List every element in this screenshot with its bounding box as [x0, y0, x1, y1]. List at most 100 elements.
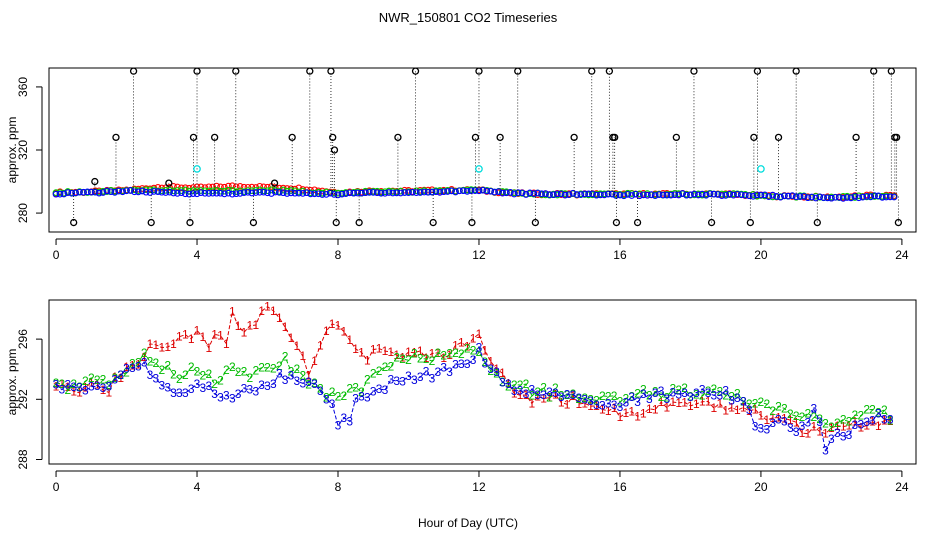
series-marker: 3 — [53, 378, 60, 392]
series-marker: 3 — [493, 365, 500, 379]
series-marker: 2 — [540, 380, 547, 394]
data-point — [424, 186, 432, 194]
series-marker: 2 — [164, 359, 171, 373]
bottom-y-axis: 288 292 296 — [16, 329, 43, 470]
data-point — [890, 193, 898, 201]
data-point — [628, 192, 636, 199]
series-marker: 1 — [70, 384, 77, 398]
series-marker: 2 — [276, 359, 283, 373]
spike-point — [306, 67, 314, 75]
x-tick-label: 8 — [335, 248, 342, 262]
series-marker: 1 — [675, 396, 682, 410]
data-point — [777, 193, 784, 201]
data-point — [788, 192, 796, 199]
series-marker: 2 — [364, 373, 371, 387]
series-marker: 3 — [881, 413, 888, 427]
x-tick-label: 16 — [613, 248, 627, 262]
series-marker: 3 — [534, 388, 541, 402]
data-point — [377, 189, 385, 197]
data-point — [397, 187, 405, 195]
series-marker: 3 — [716, 389, 723, 403]
data-point — [769, 191, 777, 199]
series-marker: 1 — [429, 347, 436, 361]
data-point — [495, 188, 502, 195]
series-marker: 2 — [852, 408, 859, 422]
series-marker: 3 — [123, 361, 130, 375]
data-point — [839, 192, 847, 200]
spike-point — [753, 67, 762, 75]
data-point — [577, 191, 585, 198]
data-point — [456, 187, 463, 195]
series-marker: 3 — [599, 398, 606, 412]
spike-point — [327, 67, 335, 75]
series-3: 3 3 3 3 3 3 3 3 3 3 3 3 3 3 3 33 33 3 3 3 3 3 3 3 33 3 3 3 3 3 3 3 3 3 33 3… — [53, 341, 894, 458]
data-point — [72, 189, 79, 197]
series-marker: 1 — [382, 344, 389, 358]
series-marker: 2 — [505, 380, 512, 394]
series-marker: 1 — [763, 413, 770, 427]
series-marker: 3 — [664, 392, 671, 406]
series-marker: 2 — [417, 351, 424, 365]
spike-point — [852, 133, 860, 142]
data-point — [855, 194, 863, 202]
series-marker: 3 — [587, 394, 594, 408]
series-marker: 1 — [840, 420, 847, 434]
x-tick-label: 8 — [335, 480, 342, 494]
data-point — [487, 187, 495, 195]
data-point — [479, 186, 487, 194]
series-marker: 3 — [341, 411, 348, 425]
series-marker: 3 — [746, 403, 753, 417]
series-marker: 1 — [164, 340, 171, 354]
data-point — [506, 189, 514, 196]
series-marker: 3 — [869, 414, 876, 428]
series-marker: 1 — [88, 376, 95, 390]
top-x-axis: 0 4 8 12 16 20 24 — [53, 238, 909, 262]
data-point — [432, 188, 440, 196]
series-marker: 2 — [329, 385, 336, 399]
series-marker: 1 — [317, 338, 324, 352]
data-point — [765, 193, 773, 200]
data-point — [581, 190, 589, 198]
series-2: 2 2 2 2 2 2 2 2 2 22 2 22 222 2 2 22 2 22 2 2 22 22 2 2 2 22 2 2 2 22… — [53, 341, 894, 434]
data-point — [401, 189, 408, 196]
series-marker: 1 — [869, 415, 876, 429]
series-marker: 2 — [476, 345, 483, 359]
series-marker: 3 — [734, 391, 741, 405]
data-point — [831, 193, 839, 201]
series-marker: 1 — [664, 401, 671, 415]
series-marker: 3 — [294, 374, 301, 388]
series-marker: 3 — [887, 413, 894, 427]
data-point — [123, 187, 130, 195]
series-marker: 1 — [693, 397, 700, 411]
data-point — [828, 194, 835, 202]
series-marker: 2 — [887, 414, 894, 428]
series-marker: 3 — [188, 382, 195, 396]
data-point — [687, 191, 694, 199]
series-marker: 1 — [599, 402, 606, 416]
series-marker: 3 — [634, 395, 641, 409]
series-marker: 2 — [617, 395, 624, 409]
series-marker: 3 — [575, 391, 582, 405]
series-marker: 3 — [752, 420, 759, 434]
data-point — [334, 191, 342, 199]
series-marker: 1 — [288, 331, 295, 345]
spike-point — [792, 67, 800, 75]
data-point — [859, 193, 867, 201]
series-line — [55, 306, 891, 435]
series-marker: 3 — [106, 379, 113, 393]
series-marker: 2 — [523, 377, 530, 391]
series-marker: 2 — [311, 376, 318, 390]
data-point — [138, 187, 146, 195]
series-marker: 2 — [393, 351, 400, 365]
series-marker: 2 — [587, 393, 594, 407]
series-marker: 2 — [728, 390, 735, 404]
series-marker: 3 — [552, 386, 559, 400]
series-marker: 1 — [828, 421, 835, 435]
series-marker: 2 — [769, 404, 776, 418]
data-point — [256, 188, 264, 196]
series-marker: 1 — [217, 329, 224, 343]
spike-point — [611, 133, 619, 142]
x-tick-label: 4 — [194, 480, 201, 494]
data-point — [483, 187, 491, 195]
